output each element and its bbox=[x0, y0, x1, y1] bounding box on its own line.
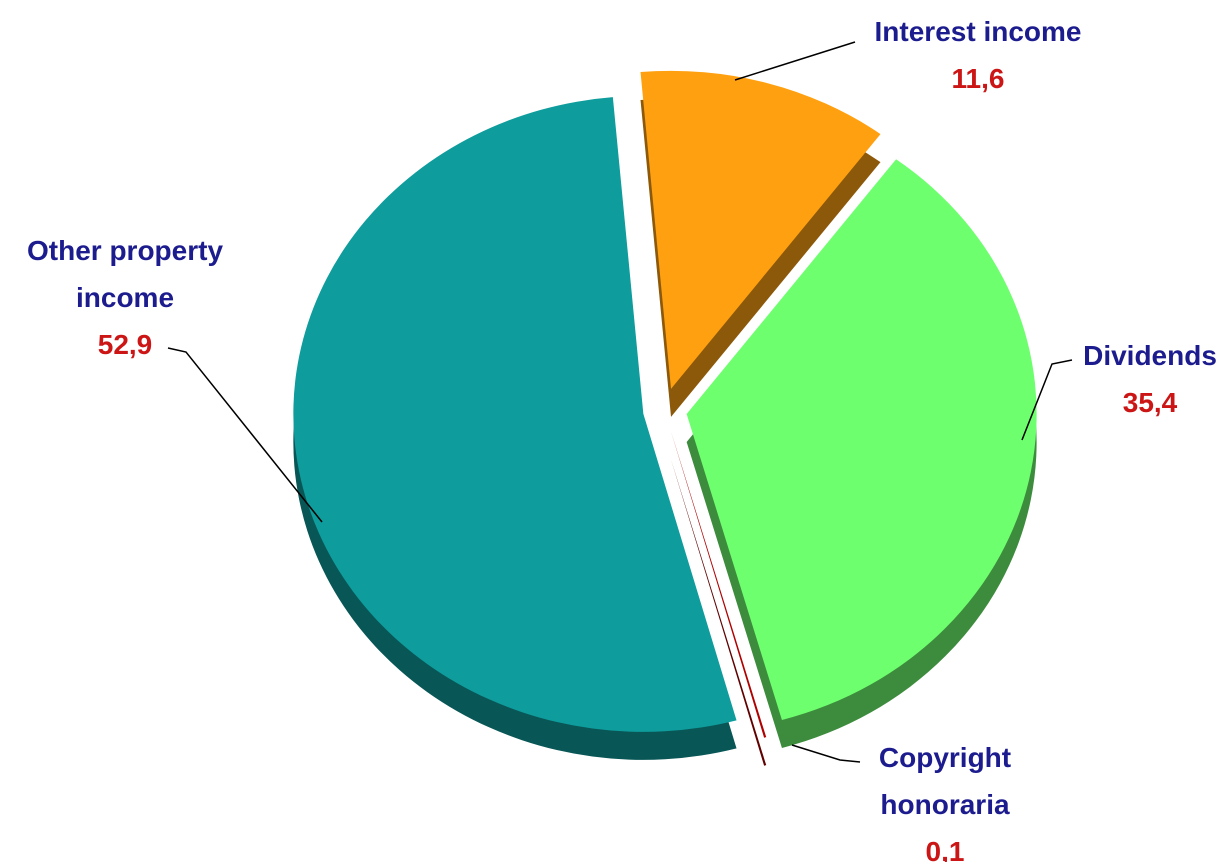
leader-line bbox=[167, 347, 323, 523]
leader-line bbox=[791, 744, 861, 763]
leader-line bbox=[1021, 359, 1073, 441]
leader-line bbox=[734, 41, 856, 81]
slice-label: Interest income bbox=[874, 16, 1082, 47]
value-label: 11,6 bbox=[951, 63, 1005, 94]
slice-label: Copyright honoraria bbox=[878, 742, 1012, 820]
slice bbox=[640, 70, 881, 389]
slice-side bbox=[670, 459, 767, 766]
slice bbox=[686, 159, 1037, 720]
value-label: 52,9 bbox=[97, 329, 153, 360]
value-label: 35,4 bbox=[1122, 387, 1178, 418]
value-label: 0,1 bbox=[925, 836, 965, 862]
slice-label: Dividends bbox=[1083, 340, 1217, 371]
slice bbox=[293, 97, 737, 732]
slice bbox=[670, 431, 767, 738]
slice-label: Other property income bbox=[26, 235, 224, 313]
